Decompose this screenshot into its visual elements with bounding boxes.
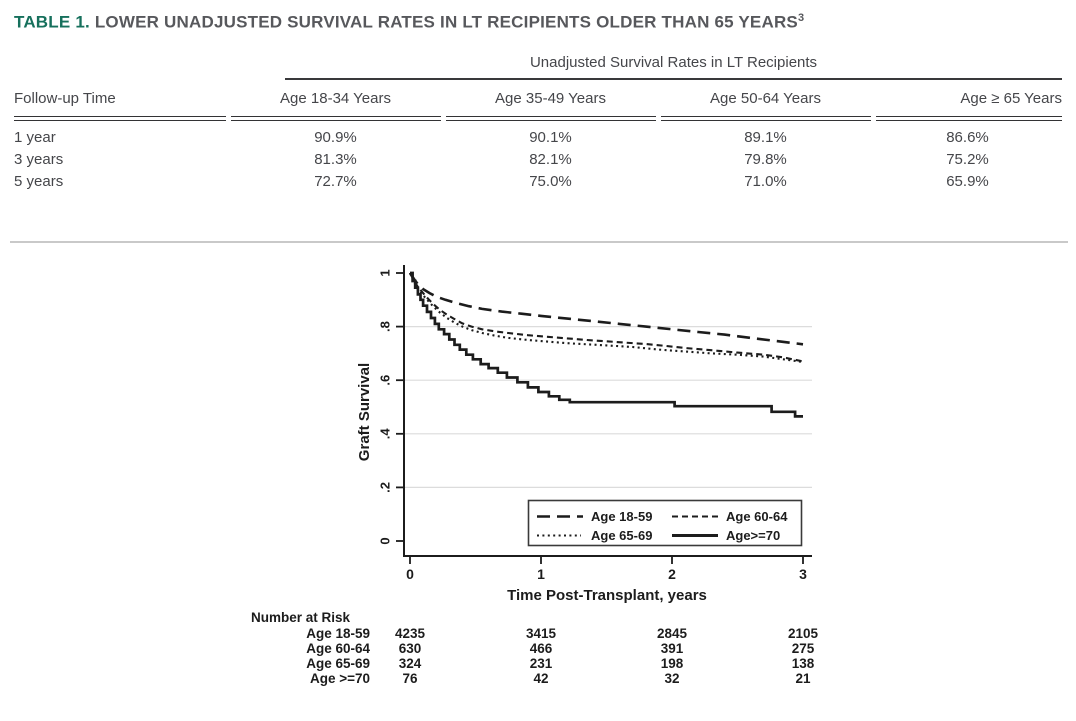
risk-value: 630 [398,641,422,656]
row-label: 3 years [14,151,64,168]
x-ticks [409,556,804,564]
risk-row-label: Age 18-59 [306,626,370,641]
column-header-age-65plus: Age ≥ 65 Years [960,90,1062,107]
rule-gap [441,115,446,124]
number-at-risk-title: Number at Risk [251,610,351,625]
x-tick-label: 1 [537,566,545,582]
risk-value: 198 [660,656,684,671]
y-tick-label: .4 [378,428,393,440]
risk-value: 275 [791,641,815,656]
rule-gap [871,115,876,124]
table-title-label: TABLE 1. [14,12,90,32]
risk-value: 391 [660,641,684,656]
rule-gap [226,115,231,124]
column-header-followup: Follow-up Time [14,90,116,107]
cell-value: 86.6% [946,129,989,146]
risk-value: 324 [398,656,422,671]
cell-value: 90.1% [529,129,572,146]
rule-gap [656,115,661,124]
survival-table: Unadjusted Survival Rates in LT Recipien… [14,54,1062,193]
cell-value: 89.1% [744,129,787,146]
cell-value: 72.7% [314,173,357,190]
x-axis-title: Time Post-Transplant, years [507,587,707,604]
curve-age-ge-70 [410,271,803,418]
table-title: TABLE 1. LOWER UNADJUSTED SURVIVAL RATES… [14,12,804,33]
risk-value: 76 [402,671,418,686]
risk-row-label: Age >=70 [309,671,370,686]
cell-value: 75.0% [529,173,572,190]
y-tick-label: 0 [378,537,393,544]
column-header-age-50-64: Age 50-64 Years [710,90,821,107]
table-span-header: Unadjusted Survival Rates in LT Recipien… [285,54,1062,80]
risk-value: 42 [533,671,549,686]
risk-value: 32 [664,671,680,686]
legend-label-age-60-64: Age 60-64 [726,509,788,524]
x-tick-label: 0 [406,566,414,582]
risk-value: 138 [791,656,815,671]
cell-value: 82.1% [529,151,572,168]
y-ticks [396,272,404,542]
table-body: 1 year 90.9% 90.1% 89.1% 86.6% 3 years 8… [14,121,1062,193]
cell-value: 90.9% [314,129,357,146]
table-title-superscript: 3 [797,12,805,24]
legend-label-age-65-69: Age 65-69 [591,528,652,543]
table-row: 3 years 81.3% 82.1% 79.8% 75.2% [14,149,1062,171]
risk-value: 2845 [656,626,688,641]
table-header-row: Follow-up Time Age 18-34 Years Age 35-49… [14,80,1062,116]
risk-row-label: Age 65-69 [306,656,370,671]
row-label: 1 year [14,129,56,146]
x-tick-label: 3 [799,566,807,582]
risk-row-label: Age 60-64 [306,641,370,656]
table-title-text: LOWER UNADJUSTED SURVIVAL RATES IN LT RE… [94,12,798,32]
y-axis-title: Graft Survival [356,363,373,461]
risk-value: 3415 [525,626,557,641]
section-divider [10,241,1068,243]
curve-age-65-69 [409,272,804,364]
y-tick-label: .2 [378,482,393,493]
y-tick-label: .6 [378,375,393,386]
risk-value: 466 [529,641,553,656]
y-tick-label: .8 [378,321,393,332]
curve-age-60-64 [409,272,804,363]
risk-value: 2105 [787,626,819,641]
legend-label-age-18-59: Age 18-59 [591,509,652,524]
km-chart: 0 .2 .4 .6 .8 1 0 1 2 3 Time Post-Transp… [356,265,812,604]
axes [403,265,812,557]
y-tick-label: 1 [378,269,393,276]
column-header-age-18-34: Age 18-34 Years [280,90,391,107]
table-double-rule [14,115,1062,124]
row-label: 5 years [14,173,64,190]
column-header-age-35-49: Age 35-49 Years [495,90,606,107]
cell-value: 81.3% [314,151,357,168]
cell-value: 65.9% [946,173,989,190]
cell-value: 71.0% [744,173,787,190]
legend: Age 18-59 Age 60-64 Age 65-69 Age>=70 [527,499,803,547]
x-tick-label: 2 [668,566,676,582]
table-row: 1 year 90.9% 90.1% 89.1% 86.6% [14,127,1062,149]
risk-value: 21 [795,671,811,686]
risk-value: 4235 [394,626,426,641]
risk-value: 231 [529,656,553,671]
table-row: 5 years 72.7% 75.0% 71.0% 65.9% [14,171,1062,193]
curve-age-18-59 [408,272,804,346]
legend-label-age-ge-70: Age>=70 [726,528,780,543]
cell-value: 75.2% [946,151,989,168]
cell-value: 79.8% [744,151,787,168]
